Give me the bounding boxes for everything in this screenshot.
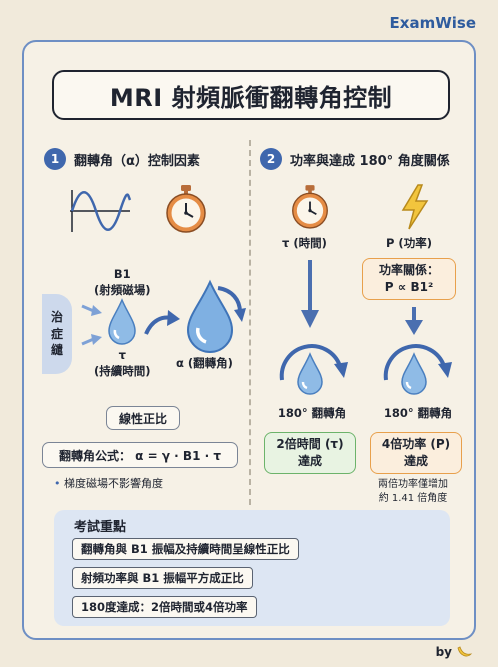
tau-time-label: τ (時間) [282, 236, 327, 250]
power-relation-line1: 功率關係： [378, 262, 439, 277]
byline: by [435, 645, 473, 659]
right-arrow-icon [81, 334, 102, 346]
exam-point-item: 180度達成：2倍時間或4倍功率 [72, 596, 257, 618]
side-tag-text: 治 症 繾 [50, 309, 63, 358]
power-relation-box: 功率關係： P ∝ B1² [362, 258, 456, 300]
tau-label: τ (持續時間) [94, 348, 151, 379]
b1-label-sub: (射頻磁場) [94, 282, 151, 297]
curved-arrow-icon [144, 310, 180, 335]
section1-header: 1 翻轉角（α）控制因素 [44, 148, 200, 170]
lightning-icon [401, 184, 429, 230]
section2-heading: 功率與達成 180° 角度關係 [290, 153, 450, 169]
page-title: MRI 射頻脈衝翻轉角控制 [52, 70, 450, 120]
section1-heading: 翻轉角（α）控制因素 [74, 153, 200, 169]
power-label: P (功率) [386, 236, 432, 250]
stopwatch-icon [292, 185, 328, 229]
sine-wave-icon [70, 190, 132, 232]
power-relation-line2: P ∝ B1² [384, 280, 434, 294]
water-drop-icon [279, 344, 348, 395]
bullet-text: 梯度磁場不影響角度 [64, 477, 163, 490]
time-result-line2: 達成 [297, 454, 322, 468]
right-angle-label: 180° 翻轉角 [383, 406, 453, 420]
brand-logo: ExamWise [389, 14, 476, 32]
power-note-line1: 兩倍功率僅增加 [378, 479, 448, 490]
power-result-line1: 4倍功率 (P) [381, 436, 451, 451]
water-drop-icon [108, 298, 136, 345]
exam-point-item: 射頻功率與 B1 振幅平方成正比 [72, 567, 253, 589]
tau-label-main: τ [118, 348, 126, 362]
down-arrow-icon [405, 307, 423, 335]
exam-points-panel: 考試重點 翻轉角與 B1 振幅及持續時間呈線性正比 射頻功率與 B1 振幅平方成… [54, 510, 450, 626]
power-result-box: 4倍功率 (P) 達成 [370, 432, 462, 474]
b1-label-main: B1 [113, 267, 131, 281]
left-angle-label: 180° 翻轉角 [277, 406, 347, 420]
section2-header: 2 功率與達成 180° 角度關係 [260, 148, 450, 170]
section1-number: 1 [44, 148, 66, 170]
water-drop-icon [383, 344, 452, 395]
banana-icon [457, 646, 473, 657]
power-note: 兩倍功率僅增加 約 1.41 倍角度 [378, 478, 448, 506]
right-arrow-icon [81, 304, 102, 316]
byline-text: by [435, 645, 452, 659]
section-divider [249, 140, 251, 505]
infographic-card: MRI 射頻脈衝翻轉角控制 1 翻轉角（α）控制因素 2 功率與達成 180° … [22, 40, 476, 640]
linear-badge: 線性正比 [106, 406, 180, 430]
time-result-line1: 2倍時間 (τ) [276, 436, 344, 451]
tau-label-sub: (持續時間) [94, 363, 151, 378]
down-arrow-icon [301, 260, 319, 328]
time-result-box: 2倍時間 (τ) 達成 [264, 432, 356, 474]
power-result-line2: 達成 [403, 454, 428, 468]
bullet-dot-icon: • [54, 477, 61, 490]
b1-label: B1 (射頻磁場) [94, 267, 151, 298]
bullet-note: • 梯度磁場不影響角度 [54, 476, 163, 491]
exam-point-item: 翻轉角與 B1 振幅及持續時間呈線性正比 [72, 538, 299, 560]
formula-box: 翻轉角公式： α = γ · B1 · τ [42, 442, 238, 468]
alpha-label: α (翻轉角) [176, 356, 233, 370]
exam-points-title: 考試重點 [74, 520, 127, 535]
side-tag: 治 症 繾 [42, 294, 72, 374]
stopwatch-icon [166, 185, 206, 233]
power-note-line2: 約 1.41 倍角度 [378, 493, 448, 504]
section2-number: 2 [260, 148, 282, 170]
water-drop-icon [186, 279, 246, 353]
